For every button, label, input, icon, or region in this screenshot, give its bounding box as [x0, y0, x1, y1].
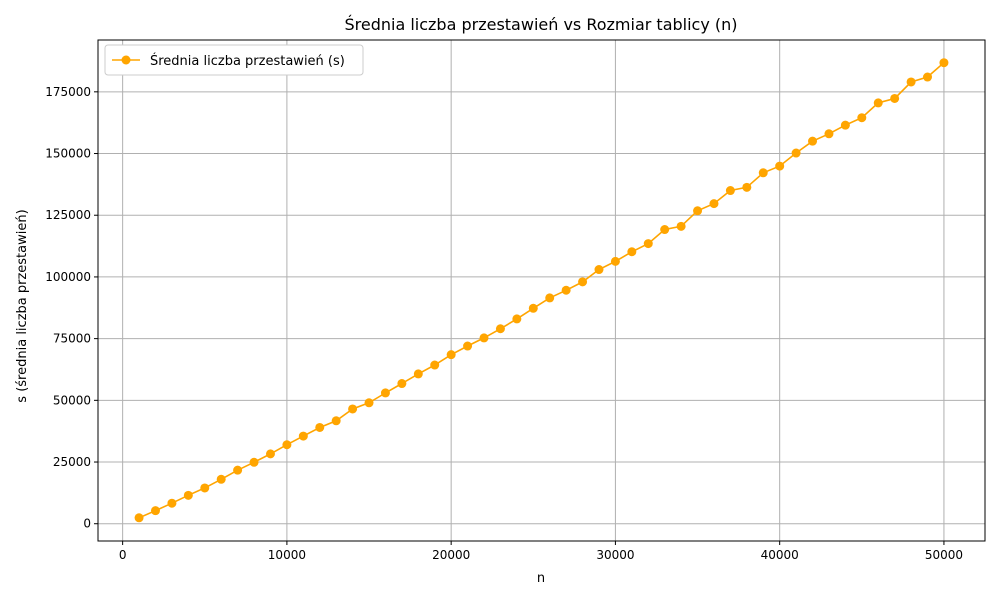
data-point: [775, 161, 785, 171]
data-point: [348, 404, 358, 414]
series-layer: [134, 58, 949, 523]
data-point: [725, 186, 735, 196]
data-point: [561, 285, 571, 295]
data-point: [808, 136, 818, 146]
legend: Średnia liczba przestawień (s): [104, 44, 364, 76]
data-point: [643, 239, 653, 249]
data-point: [315, 422, 325, 432]
data-point: [742, 182, 752, 192]
plot-frame: [97, 39, 986, 542]
data-point: [463, 341, 473, 351]
y-tick-label: 125000: [45, 208, 91, 222]
x-tick-label: 10000: [268, 548, 306, 562]
data-point: [249, 457, 259, 467]
legend-entry-label: Średnia liczba przestawień (s): [150, 53, 345, 69]
x-tick-label: 50000: [925, 548, 963, 562]
data-point: [627, 247, 637, 257]
data-point: [134, 513, 144, 523]
grid: [98, 40, 985, 541]
data-point: [939, 58, 949, 68]
data-point: [200, 483, 210, 493]
y-axis-label: s (średnia liczba przestawień): [15, 209, 30, 402]
y-tick-label: 150000: [45, 147, 91, 161]
data-point: [758, 168, 768, 178]
ticks: 0 10000 20000 30000 40000 50000 0 25000 50000 750…: [45, 85, 963, 562]
x-tick-label: 40000: [761, 548, 799, 562]
data-point: [430, 360, 440, 370]
y-tick-label: 75000: [53, 332, 91, 346]
data-point: [709, 199, 719, 209]
y-tick-label: 175000: [45, 85, 91, 99]
y-tick-label: 100000: [45, 270, 91, 284]
data-point: [512, 314, 522, 324]
data-point: [265, 449, 275, 459]
data-point: [578, 277, 588, 287]
x-tick-label: 0: [119, 548, 127, 562]
legend-marker: [121, 55, 131, 65]
x-axis-label: n: [537, 571, 545, 586]
data-point: [167, 498, 177, 508]
series-line: [138, 62, 945, 519]
data-point: [906, 77, 916, 87]
data-point: [610, 256, 620, 266]
data-point: [923, 72, 933, 82]
data-point: [216, 474, 226, 484]
data-point: [857, 113, 867, 123]
data-point: [528, 303, 538, 313]
data-point: [331, 416, 341, 426]
data-point: [824, 129, 834, 139]
data-point: [479, 333, 489, 343]
data-point: [693, 206, 703, 216]
data-point: [660, 225, 670, 235]
data-point: [380, 388, 390, 398]
x-tick-label: 30000: [596, 548, 634, 562]
data-point: [364, 398, 374, 408]
data-point: [150, 506, 160, 516]
data-point: [890, 93, 900, 103]
data-point: [413, 369, 423, 379]
y-tick-label: 50000: [53, 393, 91, 407]
data-point: [446, 350, 456, 360]
chart-title: Średnia liczba przestawień vs Rozmiar ta…: [344, 15, 737, 34]
data-point: [594, 265, 604, 275]
y-tick-label: 25000: [53, 455, 91, 469]
data-point: [282, 440, 292, 450]
data-point: [873, 98, 883, 108]
data-point: [298, 431, 308, 441]
data-point: [397, 379, 407, 389]
data-point: [791, 148, 801, 158]
data-point: [495, 324, 505, 334]
data-point: [840, 120, 850, 130]
data-point: [676, 221, 686, 231]
y-tick-label: 0: [83, 517, 91, 531]
legend-frame: [104, 44, 364, 76]
x-tick-label: 20000: [432, 548, 470, 562]
data-point: [183, 490, 193, 500]
data-point: [545, 293, 555, 303]
data-point: [233, 465, 243, 475]
